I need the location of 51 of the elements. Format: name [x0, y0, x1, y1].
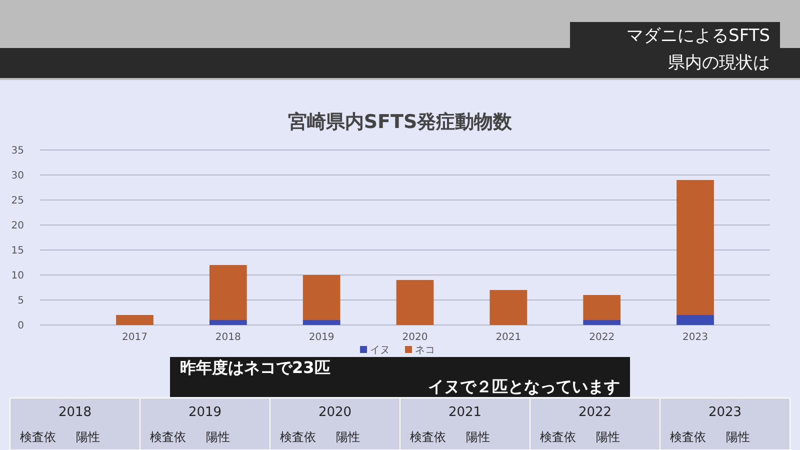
- legend-label: イヌ: [370, 345, 390, 356]
- text: 陽性: [336, 430, 360, 444]
- bar: [302, 320, 340, 325]
- text: 検査依: [540, 430, 576, 444]
- text: 陽性: [466, 430, 490, 444]
- y-tick-label: 10: [11, 270, 24, 282]
- bar: [209, 265, 247, 320]
- bar: [396, 280, 434, 325]
- x-tick-label: 2021: [496, 332, 522, 343]
- text: イヌで２匹となっています: [428, 377, 620, 396]
- text: 陽性: [596, 430, 620, 444]
- y-tick-label: 35: [11, 146, 24, 156]
- bar: [116, 315, 154, 325]
- text: 2019: [188, 405, 222, 420]
- text: 検査依: [20, 430, 56, 444]
- text: 検査依: [150, 430, 186, 444]
- x-tick-label: 2017: [122, 332, 148, 343]
- x-tick-label: 2018: [215, 332, 241, 343]
- text: 2022: [578, 405, 612, 420]
- bar: [583, 295, 621, 320]
- text: マダニによるSFTS: [626, 26, 770, 46]
- text: 2020: [318, 405, 352, 420]
- legend-label: ネコ: [415, 345, 435, 356]
- text: 検査依: [410, 430, 446, 444]
- text: 検査依: [670, 430, 706, 444]
- y-tick-label: 0: [18, 320, 24, 332]
- chart-title: 宮崎県内SFTS発症動物数: [288, 111, 514, 133]
- text: 陽性: [726, 430, 750, 444]
- y-tick-label: 20: [11, 220, 24, 232]
- bar: [209, 320, 247, 325]
- x-tick-label: 2022: [589, 332, 615, 343]
- bar: [583, 320, 621, 325]
- bar: [676, 315, 714, 325]
- x-tick-label: 2020: [402, 332, 428, 343]
- text: 2021: [448, 405, 482, 420]
- bar: [302, 275, 340, 320]
- x-tick-label: 2019: [308, 332, 334, 343]
- bar: [490, 290, 528, 325]
- text: 陽性: [206, 430, 230, 444]
- text: 昨年度はネコで23匹: [180, 358, 330, 377]
- text: 陽性: [76, 430, 100, 444]
- y-tick-label: 25: [11, 196, 24, 206]
- text: 検査依: [280, 430, 316, 444]
- x-tick-label: 2023: [682, 332, 708, 343]
- text: 県内の現状は: [668, 53, 770, 73]
- text: 2023: [708, 405, 742, 420]
- bar: [676, 180, 714, 315]
- y-tick-label: 30: [11, 170, 24, 182]
- y-tick-label: 5: [18, 296, 24, 306]
- text: 2018: [58, 405, 92, 420]
- y-tick-label: 15: [11, 246, 24, 256]
